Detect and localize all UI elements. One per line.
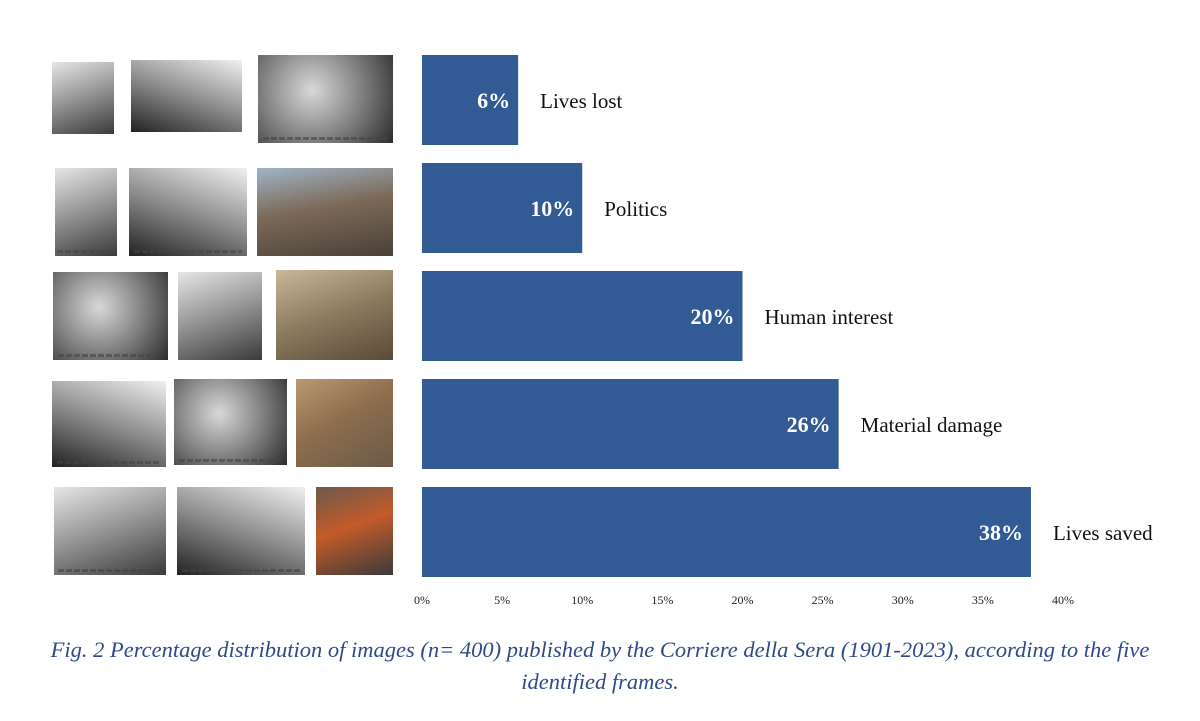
value-label-human-interest: 20% [691,304,735,329]
x-tick-labels: 0% 5% 10% 15% 20% 25% 30% 35% 40% [414,593,1074,607]
category-label-material-damage: Material damage [861,413,1003,437]
photo-politics-1 [55,168,117,256]
value-label-lives-saved: 38% [979,520,1023,545]
x-tick-25: 25% [812,593,834,607]
photo-politics-3 [257,168,393,256]
photo-human-interest-1 [53,272,168,360]
photo-lives-lost-3 [258,55,393,143]
bar-lives-lost [422,55,519,145]
photo-lives-saved-2 [177,487,305,575]
photo-material-damage-3 [296,379,393,467]
x-tick-40: 40% [1052,593,1074,607]
photo-lives-lost-2 [131,60,242,132]
bars-group: 6% Lives lost 10% Politics 20% Human interest… [422,55,1153,577]
photo-politics-2 [129,168,247,256]
x-tick-20: 20% [732,593,754,607]
photo-lives-lost-1 [52,62,114,134]
bar-politics [422,163,583,253]
x-tick-35: 35% [972,593,994,607]
value-label-lives-lost: 6% [477,88,510,113]
photo-human-interest-2 [178,272,262,360]
category-label-lives-lost: Lives lost [540,89,622,113]
category-label-human-interest: Human interest [765,305,894,329]
x-tick-0: 0% [414,593,430,607]
x-tick-15: 15% [651,593,673,607]
category-label-politics: Politics [604,197,667,221]
bar-human-interest [422,271,743,361]
figure-caption: Fig. 2 Percentage distribution of images… [50,637,1150,694]
bar-lives-saved [422,487,1031,577]
x-tick-5: 5% [494,593,510,607]
value-label-politics: 10% [530,196,574,221]
photo-lives-saved-3 [316,487,393,575]
x-tick-30: 30% [892,593,914,607]
photo-human-interest-3 [276,270,393,360]
category-label-lives-saved: Lives saved [1053,521,1153,545]
bar-material-damage [422,379,839,469]
photo-lives-saved-1 [54,487,166,575]
photo-material-damage-2 [174,379,287,465]
value-label-material-damage: 26% [787,412,831,437]
photo-material-damage-1 [52,381,166,467]
bar-chart: 6% Lives lost 10% Politics 20% Human interest… [414,55,1153,607]
x-tick-10: 10% [571,593,593,607]
